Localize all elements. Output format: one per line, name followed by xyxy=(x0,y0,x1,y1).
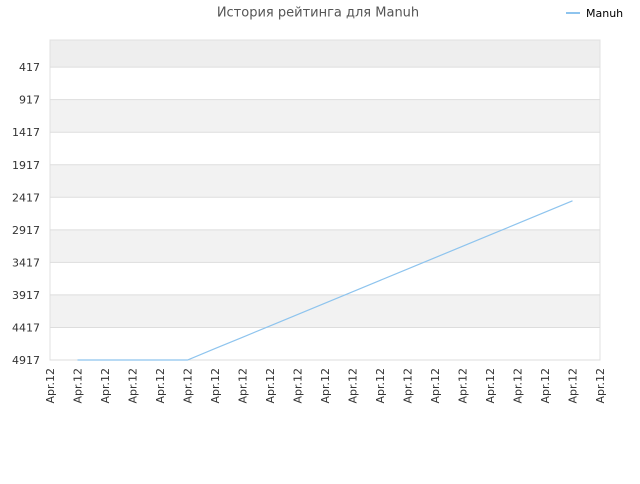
y-tick-label: 3417 xyxy=(12,256,40,269)
x-tick-label: Apr.12 xyxy=(512,368,525,404)
x-tick-label: Apr.12 xyxy=(374,368,387,404)
y-tick-label: 2917 xyxy=(12,224,40,237)
x-tick-label: Apr.12 xyxy=(72,368,85,404)
y-tick-label: 417 xyxy=(19,61,40,74)
x-tick-label: Apr.12 xyxy=(539,368,552,404)
grid-band xyxy=(50,229,600,263)
grid-band xyxy=(50,327,600,360)
x-tick-label: Apr.12 xyxy=(347,368,360,404)
chart-title: История рейтинга для Manuh xyxy=(217,6,419,21)
x-tick-label: Apr.12 xyxy=(429,368,442,404)
x-tick-label: Apr.12 xyxy=(292,368,305,404)
y-tick-label: 4917 xyxy=(12,354,40,367)
legend-label: Manuh xyxy=(586,7,623,20)
x-tick-label: Apr.12 xyxy=(594,368,607,404)
x-tick-label: Apr.12 xyxy=(127,368,140,404)
x-tick-label: Apr.12 xyxy=(182,368,195,404)
line xyxy=(77,200,573,361)
x-tick-label: Apr.12 xyxy=(484,368,497,404)
x-tick-label: Apr.12 xyxy=(44,368,57,404)
x-tick-label: Apr.12 xyxy=(237,368,250,404)
grid-band xyxy=(50,67,600,100)
grid-band xyxy=(50,294,600,328)
grid-band xyxy=(50,262,600,295)
x-tick-label: Apr.12 xyxy=(209,368,222,404)
x-tick-label: Apr.12 xyxy=(457,368,470,404)
y-tick-label: 3917 xyxy=(12,289,40,302)
x-tick-label: Apr.12 xyxy=(402,368,415,404)
grid-band xyxy=(50,197,600,230)
x-tick-label: Apr.12 xyxy=(264,368,277,404)
grid-band xyxy=(50,99,600,133)
y-tick-label: 1417 xyxy=(12,126,40,139)
x-tick-label: Apr.12 xyxy=(567,368,580,404)
y-tick-label: 1917 xyxy=(12,159,40,172)
x-tick-label: Apr.12 xyxy=(154,368,167,404)
grid-band xyxy=(50,164,600,198)
y-tick-label: 4417 xyxy=(12,321,40,334)
grid-band xyxy=(50,132,600,165)
grid-band xyxy=(50,40,600,68)
x-tick-label: Apr.12 xyxy=(319,368,332,404)
y-tick-label: 2417 xyxy=(12,191,40,204)
x-tick-label: Apr.12 xyxy=(99,368,112,404)
y-tick-label: 917 xyxy=(19,94,40,107)
